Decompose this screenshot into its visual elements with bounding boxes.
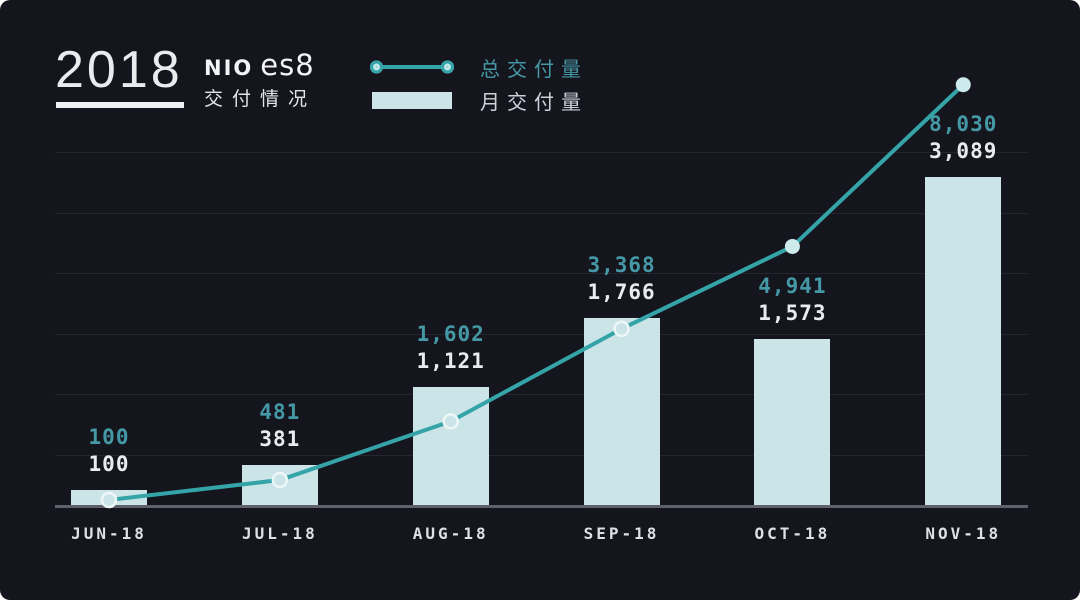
legend-label-total: 总交付量	[480, 56, 588, 81]
x-axis-label: NOV-18	[925, 524, 1002, 543]
delivery-bar	[412, 386, 489, 506]
gridline	[55, 212, 1028, 214]
es8-logo-text: es8	[260, 48, 315, 82]
delivery-bar	[754, 338, 831, 506]
cumulative-value-label: 100	[88, 425, 130, 449]
gridline	[55, 394, 1028, 396]
line-point-filled	[955, 77, 971, 93]
x-axis-label: AUG-18	[412, 524, 489, 543]
x-axis-label: JUL-18	[241, 524, 318, 543]
monthly-value-label: 1,573	[758, 300, 827, 325]
value-label-group: 1,602 1,121	[366, 321, 536, 375]
legend-line-swatch	[370, 60, 454, 74]
x-axis-label: OCT-18	[754, 524, 831, 543]
monthly-value-label: 381	[259, 427, 301, 452]
value-label-group: 100 100	[24, 424, 194, 478]
cumulative-value-label: 1,602	[416, 321, 485, 346]
monthly-value-label: 100	[88, 452, 130, 476]
value-label-group: 8,030 3,089	[878, 111, 1048, 165]
monthly-value-label: 1,121	[416, 348, 485, 373]
gridline	[55, 333, 1028, 335]
gridline	[55, 455, 1028, 456]
cumulative-value-label: 4,941	[758, 273, 827, 298]
legend-item-total: 总交付量	[370, 55, 588, 81]
line-point-filled	[784, 238, 800, 254]
x-axis-label: SEP-18	[583, 524, 660, 543]
value-label-group: 3,368 1,766	[537, 252, 707, 306]
nio-logo-text: NIO	[204, 56, 254, 80]
delivery-bar	[583, 318, 660, 506]
delivery-bar	[71, 490, 147, 506]
monthly-value-label: 1,766	[587, 280, 656, 305]
value-label-group: 4,941 1,573	[707, 273, 877, 327]
x-axis-line	[55, 505, 1028, 508]
value-label-group: 481 381	[195, 399, 365, 453]
delivery-bar	[241, 465, 318, 506]
brand-logo: NIO es8	[204, 48, 315, 82]
cumulative-value-label: 481	[259, 400, 301, 425]
cumulative-value-label: 3,368	[587, 253, 656, 278]
line-with-dots-icon	[370, 60, 454, 74]
x-axis-label: JUN-18	[71, 524, 147, 543]
cumulative-value-label: 8,030	[929, 112, 998, 137]
monthly-value-label: 3,089	[929, 139, 998, 164]
delivery-bar	[925, 177, 1002, 506]
